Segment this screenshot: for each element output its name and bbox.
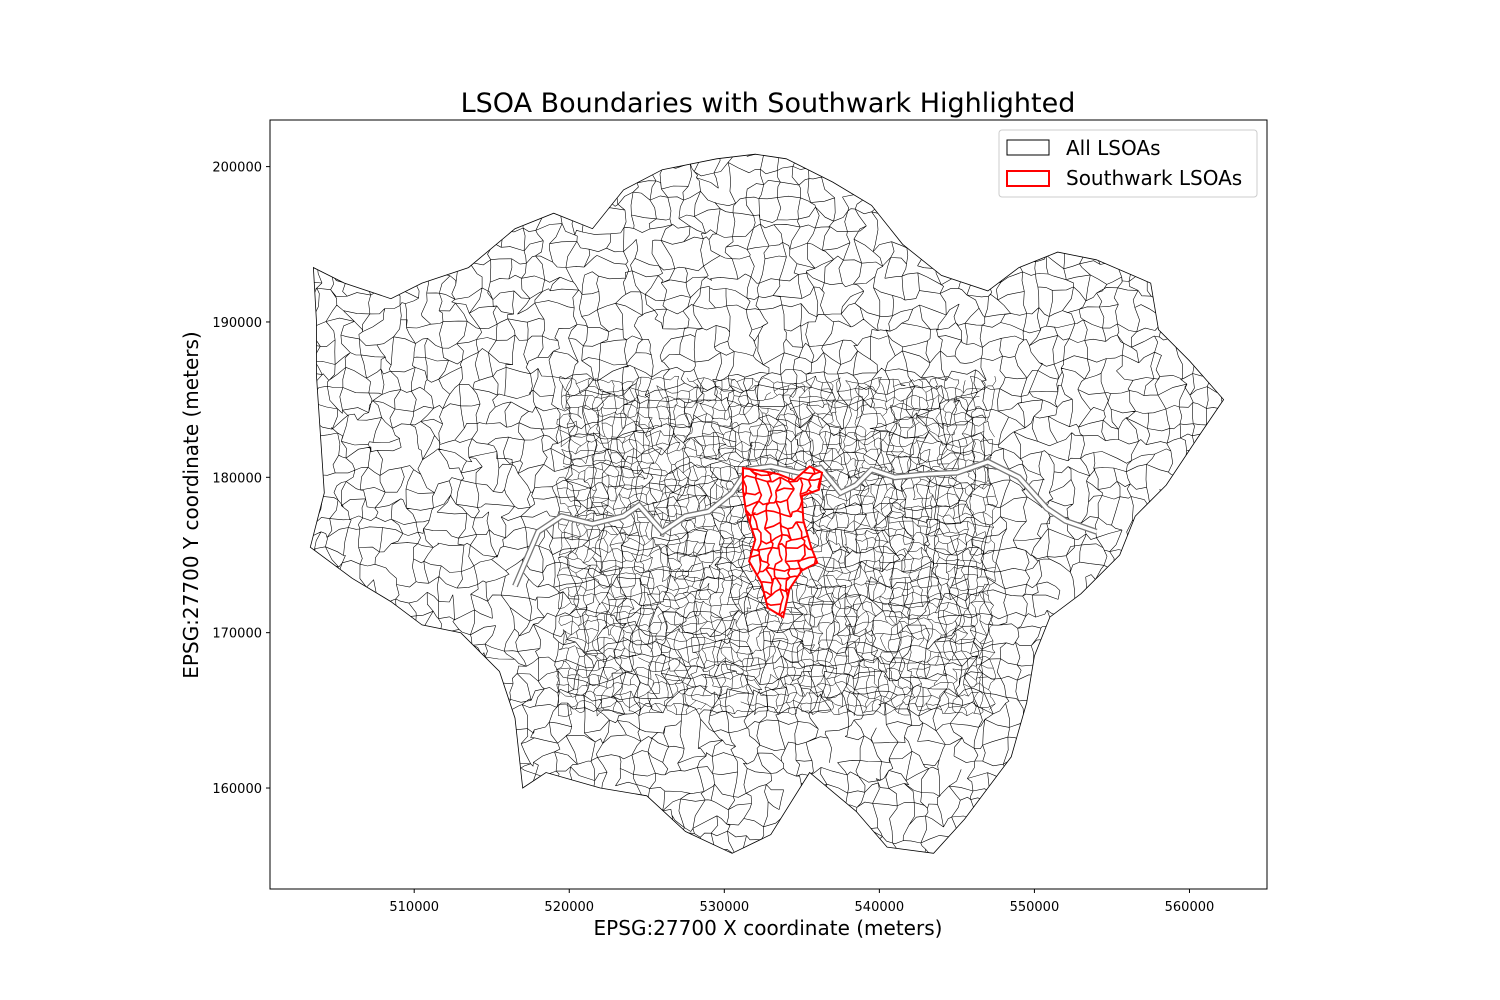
legend-box <box>998 129 1258 198</box>
river-thames-inner <box>513 459 1097 587</box>
x-tick-label: 510000 <box>389 900 439 915</box>
x-axis-ticks: 510000 520000 530000 540000 550000 560000 <box>389 889 1214 915</box>
legend-swatch-all-lsoas <box>1006 139 1050 156</box>
x-tick-label: 530000 <box>699 900 749 915</box>
x-axis-title: EPSG:27700 X coordinate (meters) <box>594 916 943 940</box>
southwark-outline <box>741 465 824 619</box>
legend-label-all-lsoas: All LSOAs <box>1066 136 1160 160</box>
chart-title: LSOA Boundaries with Southwark Highlight… <box>461 88 1076 119</box>
x-tick-label: 550000 <box>1010 900 1060 915</box>
y-tick-label: 160000 <box>212 782 262 797</box>
y-axis-ticks: 160000 170000 180000 190000 200000 <box>212 161 270 797</box>
legend-swatch-southwark-lsoas <box>1006 170 1050 187</box>
map-layer <box>270 120 1267 889</box>
axes-frame <box>269 119 1268 890</box>
y-tick-label: 190000 <box>212 316 262 331</box>
x-tick-label: 520000 <box>544 900 594 915</box>
legend-label-southwark-lsoas: Southwark LSOAs <box>1066 166 1242 190</box>
london-outline <box>309 153 1225 854</box>
y-tick-label: 180000 <box>212 471 262 486</box>
x-tick-label: 540000 <box>855 900 905 915</box>
y-axis-title: EPSG:27700 Y coordinate (meters) <box>179 331 203 678</box>
legend: All LSOAs Southwark LSOAs <box>998 129 1258 198</box>
y-tick-label: 200000 <box>212 161 262 176</box>
y-tick-label: 170000 <box>212 627 262 642</box>
x-tick-label: 560000 <box>1165 900 1215 915</box>
